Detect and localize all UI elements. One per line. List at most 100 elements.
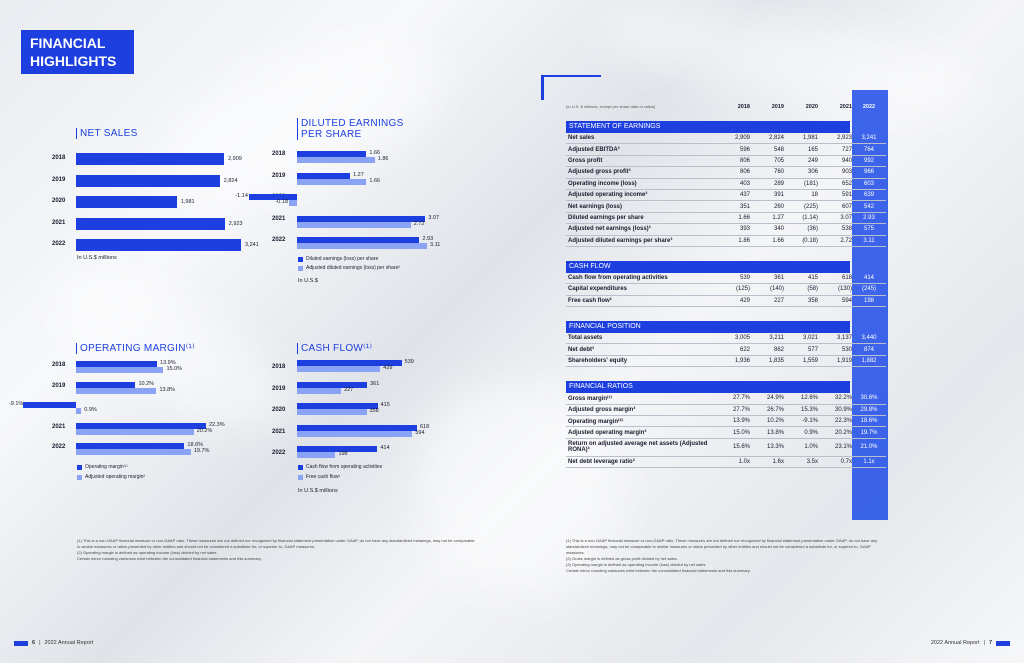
bar-cf-s2	[297, 366, 381, 372]
year-label: 2020	[272, 407, 286, 413]
cf-legend-1-label: Cash flow from operating activities	[306, 464, 383, 470]
section-gap	[566, 113, 886, 121]
cell-2022: 542	[863, 203, 874, 210]
table-row: Adjusted gross profit³ 806 760 306 903 966	[566, 167, 886, 179]
cell-2020: (225)	[803, 203, 818, 210]
bar-opm-s2	[76, 408, 82, 414]
cell-2021: 594	[841, 297, 852, 304]
op-margin-title: OPERATING MARGIN⁽¹⁾	[76, 343, 195, 354]
data-label: 2,824	[223, 177, 238, 184]
cell-2019: 2,824	[768, 135, 784, 142]
cell-2019: 13.8%	[766, 429, 784, 436]
data-label: 13.9%	[160, 360, 176, 366]
cell-2019: 260	[773, 203, 784, 210]
bar-cf-s1	[297, 446, 378, 452]
bar-opm-s1	[22, 402, 76, 408]
cell-2022: 19.7%	[860, 429, 878, 436]
cell-2018: 622	[739, 346, 750, 353]
data-label: 429	[383, 365, 393, 371]
cell-2019: 862	[773, 346, 784, 353]
bar-opm-s2	[76, 367, 164, 373]
eps-legend-2: Adjusted diluted earnings (loss) per sha…	[298, 265, 400, 271]
table-row: Cash flow from operating activities 539 36…	[566, 273, 886, 285]
data-label: 3,241	[245, 242, 259, 248]
legend-swatch	[298, 474, 303, 480]
cell-2018: 13.9%	[732, 418, 750, 425]
bar-cf-s2	[297, 430, 413, 437]
cell-2018: 1,936	[734, 358, 750, 365]
cell-2021: 530	[841, 346, 852, 353]
data-label: 13.8%	[159, 386, 176, 393]
bar-net-sales	[76, 174, 220, 187]
row-label: Net debt leverage ratio³	[568, 459, 635, 465]
cell-2021: 940	[841, 157, 852, 164]
table-header-note: (In U.S. $ millions, except per share da…	[566, 104, 656, 109]
section-title: FINANCIAL POSITION	[566, 321, 850, 334]
table-row: Net debt leverage ratio³ 1.0x 1.6x 3.5x 0.7x…	[566, 457, 886, 469]
cell-2022: 874	[863, 346, 874, 353]
year-label: 2018	[52, 362, 66, 368]
bar-opm-s1	[76, 443, 185, 449]
year-label: 2021	[272, 215, 286, 222]
cell-2021: 1,919	[836, 358, 852, 365]
table-row: Capital expenditures (125) (140) (58) (130) (…	[566, 284, 886, 296]
section-title: FINANCIAL RATIOS	[566, 381, 850, 394]
cell-2022: 29.8%	[860, 406, 878, 413]
year-label: 2018	[52, 155, 66, 161]
year-col-2021: 2021	[839, 103, 852, 110]
cell-2018: 437	[739, 192, 750, 199]
section-gap	[566, 307, 886, 321]
data-label: 22.3%	[209, 421, 225, 428]
year-label: 2021	[52, 219, 66, 226]
cell-2020: (181)	[803, 180, 818, 187]
cell-2022: (245)	[861, 286, 876, 293]
opm-legend-1-label: Operating margin⁽¹⁾	[85, 464, 128, 470]
cell-2020: 12.6%	[800, 395, 818, 402]
bar-eps-s2	[297, 157, 375, 163]
cell-2018: 2,909	[734, 135, 750, 142]
bar-eps-s2	[297, 178, 367, 185]
cell-2020: 165	[807, 146, 818, 153]
table-accent-top	[541, 75, 601, 77]
cell-2020: 1,981	[802, 135, 818, 142]
bar-eps-s2	[289, 200, 297, 206]
row-label: Adjusted diluted earnings per share³	[568, 237, 673, 244]
table-row: Adjusted operating margin³ 15.0% 13.8% 0.9%…	[566, 427, 886, 439]
legend-swatch	[298, 265, 303, 271]
cell-2018: 806	[739, 157, 750, 164]
notes-right: (1) This is a non-GAAP financial measure…	[566, 538, 886, 574]
note-right-4: Certain minor rounding variances exist b…	[566, 568, 751, 573]
bar-cf-s2	[297, 387, 342, 394]
cell-2018: (125)	[735, 286, 750, 293]
cell-2021: 727	[841, 146, 852, 153]
cell-2021: 32.2%	[834, 395, 852, 402]
row-label: Adjusted operating income³	[568, 192, 648, 199]
row-label: Net debt³	[568, 346, 594, 353]
data-label: -1.14	[235, 193, 248, 199]
data-label: 20.2%	[196, 427, 213, 434]
cash-flow-title: CASH FLOW⁽¹⁾	[297, 343, 372, 354]
data-label: 1.86	[377, 156, 389, 162]
year-col-2020: 2020	[805, 103, 818, 110]
data-label: 0.9%	[84, 407, 97, 413]
table-row: Return on adjusted average net assets (A…	[566, 439, 886, 457]
cell-2020: 3,021	[802, 335, 818, 342]
note-left-2: (2) Operating margin is defined as opera…	[77, 550, 218, 555]
year-label: 2019	[272, 385, 286, 392]
year-label: 2022	[272, 450, 286, 456]
table-row: Adjusted EBITDA³ 596 548 165 727 764	[566, 144, 886, 156]
data-label: 2,923	[228, 220, 243, 227]
footer-sep: |	[983, 640, 985, 646]
year-label: 2019	[52, 382, 66, 389]
cell-2020: (58)	[807, 286, 818, 293]
bar-opm-s1	[76, 381, 136, 388]
cell-2022: 992	[863, 157, 874, 164]
cell-2019: 227	[773, 297, 784, 304]
year-label: 2018	[272, 364, 286, 370]
data-label: 415	[380, 402, 390, 408]
row-label: Gross profit	[568, 157, 603, 164]
section-gap	[566, 367, 886, 381]
data-label: 618	[420, 423, 430, 430]
table-row: Total assets 3,005 3,211 3,021 3,137 3,440	[566, 333, 886, 345]
cell-2022: 414	[863, 275, 874, 282]
